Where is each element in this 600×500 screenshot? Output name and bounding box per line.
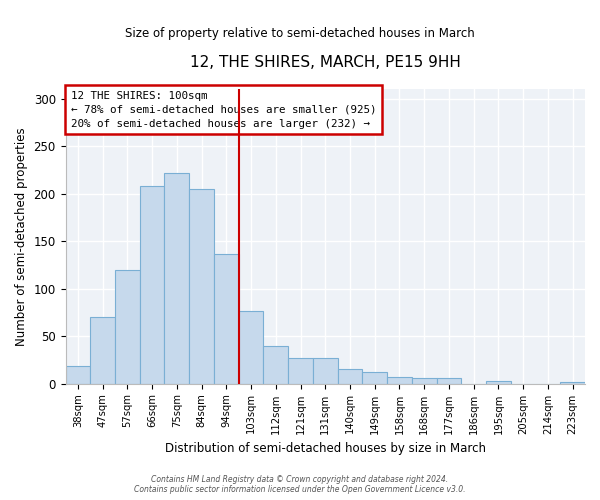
Bar — [189, 189, 214, 384]
Bar — [560, 382, 585, 384]
Bar — [437, 378, 461, 384]
Bar — [288, 358, 313, 384]
Bar — [115, 270, 140, 384]
Bar — [387, 377, 412, 384]
Bar — [338, 370, 362, 384]
Y-axis label: Number of semi-detached properties: Number of semi-detached properties — [15, 127, 28, 346]
Text: 12 THE SHIRES: 100sqm
← 78% of semi-detached houses are smaller (925)
20% of sem: 12 THE SHIRES: 100sqm ← 78% of semi-deta… — [71, 90, 376, 128]
Bar — [362, 372, 387, 384]
Bar — [313, 358, 338, 384]
Bar — [90, 317, 115, 384]
Text: Contains HM Land Registry data © Crown copyright and database right 2024.
Contai: Contains HM Land Registry data © Crown c… — [134, 474, 466, 494]
Text: Size of property relative to semi-detached houses in March: Size of property relative to semi-detach… — [125, 28, 475, 40]
Bar — [239, 312, 263, 384]
Title: 12, THE SHIRES, MARCH, PE15 9HH: 12, THE SHIRES, MARCH, PE15 9HH — [190, 55, 461, 70]
Bar — [164, 173, 189, 384]
Bar — [412, 378, 437, 384]
Bar — [214, 254, 239, 384]
Bar — [263, 346, 288, 384]
X-axis label: Distribution of semi-detached houses by size in March: Distribution of semi-detached houses by … — [165, 442, 486, 455]
Bar — [65, 366, 90, 384]
Bar — [140, 186, 164, 384]
Bar — [486, 380, 511, 384]
